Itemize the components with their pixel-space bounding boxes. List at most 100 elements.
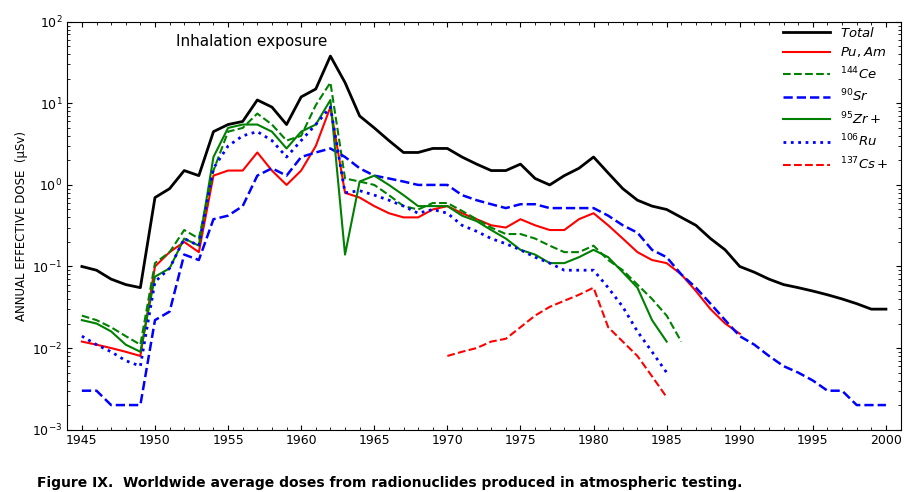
Total — [705, 236, 716, 242]
$^{95}$Zr+ — [120, 342, 131, 348]
Line: $^{137}$Cs+: $^{137}$Cs+ — [448, 288, 666, 397]
$^{137}$Cs+ — [457, 349, 468, 355]
$^{106}$Ru — [544, 260, 555, 266]
$^{137}$Cs+ — [647, 373, 658, 379]
Pu, Am — [720, 321, 731, 327]
$^{144}$Ce — [398, 203, 409, 209]
$^{137}$Cs+ — [618, 338, 629, 344]
$^{144}$Ce — [383, 192, 394, 198]
$^{106}$Ru — [618, 304, 629, 310]
$^{106}$Ru — [398, 203, 409, 209]
$^{95}$Zr+ — [486, 227, 497, 233]
$^{137}$Cs+ — [632, 353, 643, 359]
$^{144}$Ce — [252, 111, 263, 117]
Pu, Am — [135, 353, 146, 359]
$^{137}$Cs+ — [544, 304, 555, 310]
$^{95}$Zr+ — [252, 122, 263, 127]
$^{106}$Ru — [193, 243, 204, 248]
$^{144}$Ce — [559, 249, 570, 255]
Pu, Am — [559, 227, 570, 233]
Pu, Am — [237, 168, 248, 174]
$^{106}$Ru — [354, 188, 365, 194]
$^{106}$Ru — [252, 129, 263, 135]
$^{95}$Zr+ — [647, 317, 658, 323]
$^{95}$Zr+ — [471, 218, 482, 224]
$^{95}$Zr+ — [222, 125, 233, 131]
$^{95}$Zr+ — [529, 251, 540, 257]
$^{144}$Ce — [369, 182, 380, 188]
Line: $^{144}$Ce: $^{144}$Ce — [82, 83, 681, 345]
$^{95}$Zr+ — [398, 192, 409, 198]
$^{95}$Zr+ — [237, 122, 248, 127]
Pu, Am — [632, 249, 643, 255]
$^{106}$Ru — [91, 342, 102, 348]
$^{106}$Ru — [311, 122, 322, 127]
$^{106}$Ru — [573, 267, 584, 273]
$^{144}$Ce — [603, 257, 614, 263]
$^{144}$Ce — [150, 260, 161, 266]
$^{144}$Ce — [208, 168, 219, 174]
$^{95}$Zr+ — [354, 179, 365, 184]
Line: $^{90}$Sr: $^{90}$Sr — [82, 149, 886, 405]
$^{90}$Sr — [398, 179, 409, 184]
Pu, Am — [339, 190, 350, 196]
$^{90}$Sr — [325, 146, 336, 152]
Pu, Am — [193, 249, 204, 255]
Pu, Am — [106, 345, 117, 351]
$^{95}$Zr+ — [515, 247, 526, 253]
Pu, Am — [267, 168, 278, 174]
$^{90}$Sr — [632, 230, 643, 236]
$^{144}$Ce — [457, 208, 468, 214]
Total — [383, 138, 394, 144]
Pu, Am — [573, 216, 584, 222]
$^{137}$Cs+ — [486, 338, 497, 344]
$^{144}$Ce — [427, 200, 438, 206]
Pu, Am — [311, 143, 322, 149]
$^{106}$Ru — [281, 154, 292, 160]
$^{95}$Zr+ — [603, 254, 614, 260]
$^{95}$Zr+ — [267, 129, 278, 135]
$^{144}$Ce — [91, 317, 102, 323]
Text: Inhalation exposure: Inhalation exposure — [176, 34, 327, 49]
Pu, Am — [178, 239, 189, 245]
$^{95}$Zr+ — [135, 349, 146, 355]
$^{95}$Zr+ — [296, 129, 307, 135]
Pu, Am — [208, 173, 219, 179]
$^{144}$Ce — [632, 281, 643, 287]
$^{106}$Ru — [588, 267, 599, 273]
Y-axis label: ANNUAL EFFECTIVE DOSE  (μSv): ANNUAL EFFECTIVE DOSE (μSv) — [15, 131, 28, 321]
$^{106}$Ru — [339, 190, 350, 196]
$^{106}$Ru — [427, 207, 438, 213]
Total — [618, 185, 629, 191]
Pu, Am — [296, 168, 307, 174]
$^{144}$Ce — [661, 312, 672, 318]
$^{90}$Sr — [76, 388, 87, 394]
Pu, Am — [413, 215, 424, 220]
Line: $^{106}$Ru: $^{106}$Ru — [82, 107, 666, 372]
$^{106}$Ru — [106, 349, 117, 355]
$^{144}$Ce — [486, 225, 497, 231]
$^{144}$Ce — [339, 176, 350, 182]
Legend: $\it{Total}$, $\it{Pu, Am}$, $^{144}\it{Ce}$, $^{90}\it{Sr}$, $^{95}\it{Zr+}$, $: $\it{Total}$, $\it{Pu, Am}$, $^{144}\it{… — [778, 20, 894, 178]
$^{95}$Zr+ — [76, 317, 87, 323]
Pu, Am — [544, 227, 555, 233]
$^{137}$Cs+ — [500, 336, 511, 342]
$^{106}$Ru — [237, 133, 248, 139]
$^{106}$Ru — [457, 222, 468, 228]
$^{144}$Ce — [296, 133, 307, 139]
$^{106}$Ru — [296, 138, 307, 144]
$^{106}$Ru — [369, 192, 380, 198]
$^{95}$Zr+ — [544, 260, 555, 266]
$^{95}$Zr+ — [413, 203, 424, 209]
$^{144}$Ce — [311, 102, 322, 108]
Line: Total: Total — [82, 56, 886, 309]
$^{90}$Sr — [91, 388, 102, 394]
$^{106}$Ru — [603, 285, 614, 291]
Pu, Am — [383, 210, 394, 216]
$^{144}$Ce — [529, 236, 540, 242]
Pu, Am — [529, 222, 540, 228]
$^{95}$Zr+ — [573, 254, 584, 260]
Pu, Am — [675, 272, 686, 277]
$^{95}$Zr+ — [427, 203, 438, 209]
Pu, Am — [369, 203, 380, 209]
